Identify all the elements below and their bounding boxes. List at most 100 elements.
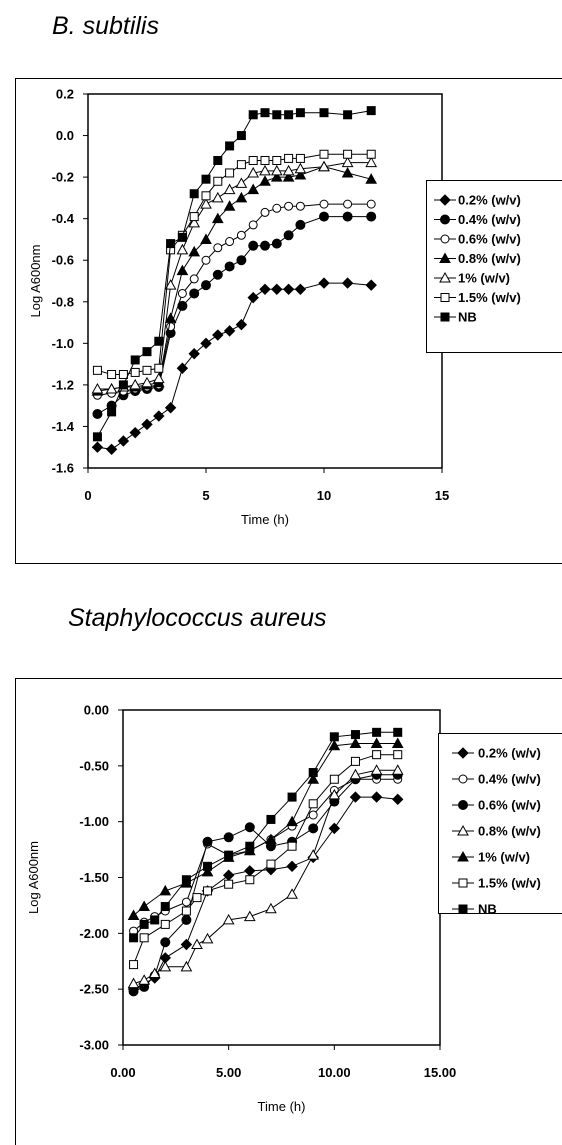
y-tick-label: -0.4: [52, 211, 75, 226]
x-tick-label: 5: [202, 488, 209, 503]
data-point: [307, 849, 320, 860]
data-point: [271, 238, 282, 249]
y-tick-label: 0.0: [56, 128, 74, 143]
data-point: [366, 149, 376, 159]
y-tick-label: -2.00: [79, 926, 109, 941]
data-point: [287, 792, 297, 802]
data-point: [176, 362, 189, 374]
data-point: [392, 793, 404, 806]
data-point: [349, 737, 362, 748]
data-point: [286, 815, 298, 827]
series-1-5-w-v: [129, 750, 403, 970]
data-point: [201, 280, 211, 291]
legend-label: 0.2% (w/v): [478, 746, 541, 761]
x-tick-label: 15: [435, 488, 449, 503]
data-point: [328, 822, 341, 835]
legend-label: NB: [458, 310, 477, 325]
series-line: [97, 203, 372, 396]
data-point: [343, 199, 353, 209]
data-point: [117, 435, 130, 447]
data-point: [287, 841, 297, 851]
data-point: [265, 833, 277, 845]
data-point: [266, 814, 276, 824]
data-point: [236, 160, 246, 170]
data-point: [244, 865, 256, 877]
y-tick-label: -0.2: [52, 170, 74, 185]
y-tick-label: 0.00: [84, 703, 109, 718]
data-point: [308, 823, 319, 834]
data-point: [282, 283, 295, 296]
data-point: [295, 153, 305, 163]
data-point: [181, 914, 192, 925]
data-point: [284, 153, 294, 163]
legend-marker: [457, 824, 469, 836]
data-point: [159, 884, 172, 896]
data-point: [272, 155, 282, 165]
data-point: [244, 822, 255, 833]
data-point: [370, 791, 383, 803]
legend-item-0-2-w-v: 0.2% (w/v): [434, 193, 521, 208]
data-point: [272, 110, 282, 120]
series-line: [133, 774, 398, 992]
data-point: [265, 902, 277, 914]
data-point: [260, 108, 270, 118]
data-point: [235, 191, 248, 203]
data-point: [92, 432, 102, 442]
data-point: [213, 243, 223, 253]
data-point: [105, 383, 118, 394]
legend-marker: [440, 293, 450, 302]
series-line: [97, 162, 372, 390]
data-point: [107, 407, 117, 417]
data-point: [266, 859, 276, 869]
data-point: [224, 261, 235, 272]
data-point: [318, 277, 330, 289]
data-point: [223, 200, 236, 211]
data-point: [189, 189, 199, 199]
data-point: [105, 443, 118, 456]
chart-frame: [15, 78, 562, 564]
data-point: [283, 230, 294, 241]
y-tick-label: -1.00: [79, 814, 109, 829]
x-tick-label: 0.00: [110, 1065, 135, 1080]
data-point: [150, 915, 160, 925]
data-point: [259, 175, 271, 186]
data-point: [225, 141, 235, 151]
data-point: [294, 162, 307, 174]
legend-marker: [440, 214, 450, 225]
data-point: [141, 376, 153, 388]
series-line: [133, 769, 398, 985]
legend-label: NB: [478, 902, 497, 917]
y-axis-label: Log A600nm: [28, 244, 43, 317]
data-point: [91, 441, 104, 453]
data-point: [270, 171, 283, 182]
data-point: [295, 201, 305, 211]
data-point: [181, 875, 191, 885]
legend-item-0-8-w-v: 0.8% (w/v): [434, 251, 521, 266]
data-point: [130, 367, 140, 377]
data-point: [201, 174, 211, 184]
legend-marker: [440, 312, 450, 322]
data-point: [341, 166, 354, 178]
plot-area: [122, 709, 441, 1046]
data-point: [129, 933, 139, 943]
data-point: [236, 230, 246, 240]
x-tick-label: 10.00: [318, 1065, 351, 1080]
data-point: [247, 183, 260, 195]
y-tick-label: -0.8: [52, 294, 74, 309]
legend-item-0-2-w-v: 0.2% (w/v): [452, 746, 541, 761]
data-point: [286, 888, 298, 899]
data-point: [203, 886, 213, 896]
data-point: [211, 191, 224, 203]
y-tick-label: -3.00: [79, 1038, 109, 1053]
y-tick-label: -0.50: [79, 758, 109, 773]
data-point: [372, 727, 382, 737]
data-point: [225, 237, 235, 247]
data-point: [166, 322, 176, 332]
legend-item-0-4-w-v: 0.4% (w/v): [434, 212, 521, 227]
legend-marker: [440, 234, 450, 244]
data-point: [142, 365, 152, 375]
data-point: [248, 240, 259, 251]
data-point: [201, 255, 211, 265]
data-point: [282, 164, 295, 176]
